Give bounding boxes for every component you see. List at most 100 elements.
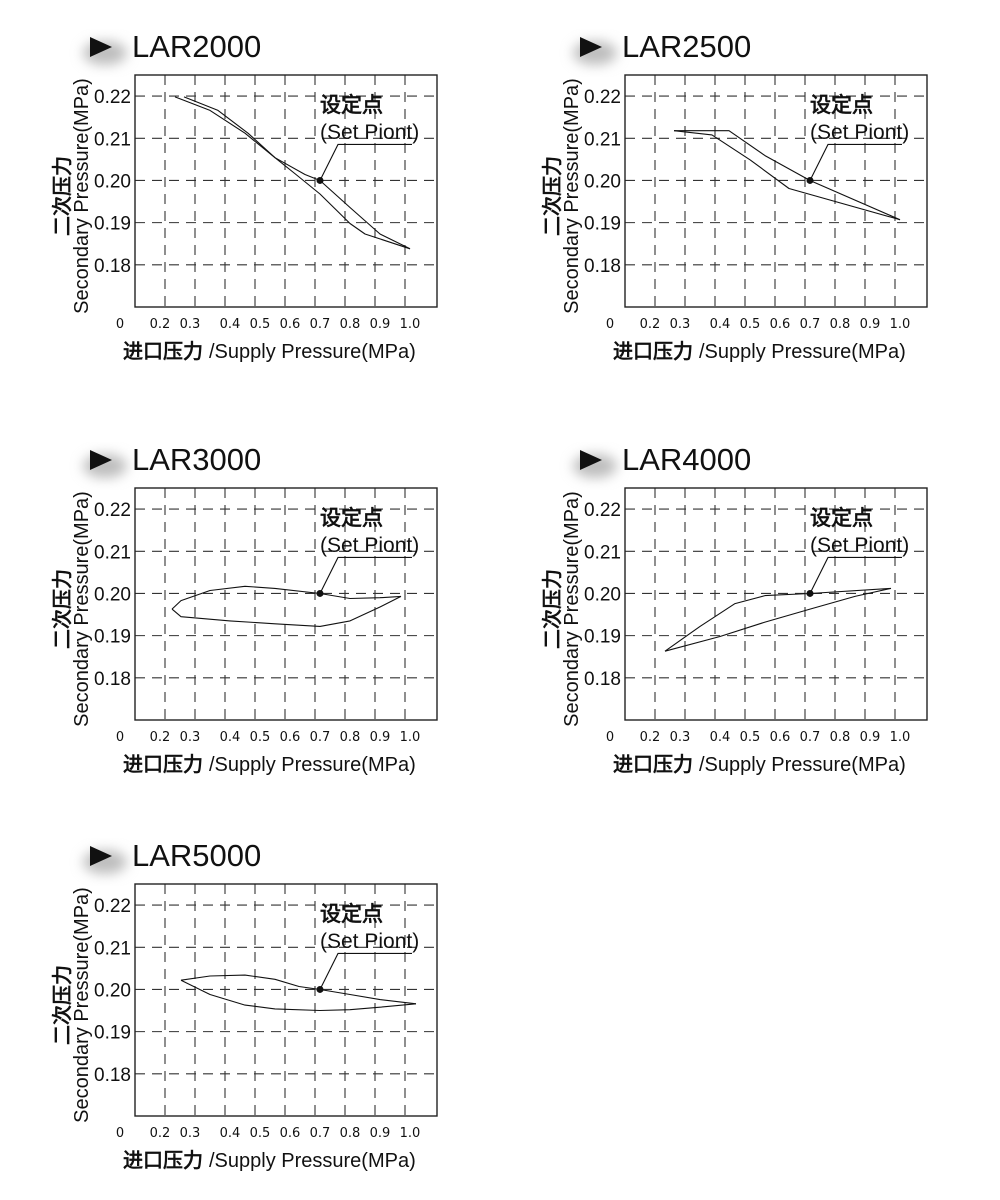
x-tick-label: 0.2 [640, 730, 661, 745]
grid [625, 488, 927, 720]
set-point-leader [809, 556, 902, 594]
x-tick-label: 0 [116, 730, 124, 745]
x-tick-label: 0 [606, 730, 614, 745]
y-tick-label: 0.20 [94, 171, 131, 192]
y-tick-label: 0.18 [94, 256, 131, 277]
set-point-label-en: (Set Piont) [320, 930, 419, 953]
x-tick-label: 0.9 [860, 730, 881, 745]
x-tick-label: 0 [116, 1126, 124, 1141]
triangle-right-icon [580, 450, 602, 470]
x-tick-label: 1.0 [890, 730, 911, 745]
y-tick-label: 0.19 [94, 1023, 131, 1044]
y-axis-label-en: Secondary Pressure(MPa) [71, 491, 93, 727]
x-axis-label-cn: 进口压力 [123, 752, 203, 776]
series-line-2 [664, 587, 892, 652]
grid [135, 884, 437, 1116]
series-line-2 [183, 96, 411, 250]
set-point-label-en: (Set Piont) [320, 534, 419, 557]
y-axis-label-en: Secondary Pressure(MPa) [71, 887, 93, 1123]
y-tick-label: 0.19 [94, 627, 131, 648]
x-axis-title: 进口压力/Supply Pressure(MPa) [123, 1148, 416, 1172]
x-tick-label: 0.4 [710, 730, 731, 745]
x-axis-label-en: /Supply Pressure(MPa) [209, 1150, 416, 1172]
set-point-marker [806, 589, 814, 597]
y-axis-label-cn: 二次压力 [50, 569, 74, 649]
x-tick-label: 0.8 [340, 730, 361, 745]
chart-title: LAR3000 [132, 442, 261, 477]
set-point-label-cn: 设定点 [320, 506, 383, 530]
x-tick-label: 0.4 [710, 317, 731, 332]
x-axis-label-en: /Supply Pressure(MPa) [209, 754, 416, 776]
x-tick-label: 0.8 [340, 1126, 361, 1141]
x-tick-label: 0.6 [770, 317, 791, 332]
x-axis-label-cn: 进口压力 [123, 1148, 203, 1172]
x-tick-label: 0.2 [640, 317, 661, 332]
x-tick-label: 0.9 [370, 1126, 391, 1141]
series-line-2 [673, 130, 901, 221]
x-axis-title: 进口压力/Supply Pressure(MPa) [123, 339, 416, 363]
y-tick-label: 0.19 [584, 214, 621, 235]
x-tick-label: 0.2 [150, 730, 171, 745]
x-tick-label: 0.5 [740, 730, 761, 745]
chart-panel-5: LAR5000 0.22 0.21 0.20 0.19 0.18 0 0.2 0.3 0.4 0.5… [50, 838, 438, 1172]
chart-title: LAR4000 [622, 442, 751, 477]
x-tick-label: 0.7 [800, 730, 821, 745]
y-tick-label: 0.20 [94, 980, 131, 1001]
x-tick-label: 0.9 [370, 730, 391, 745]
x-tick-label: 0.8 [340, 317, 361, 332]
x-axis-label-en: /Supply Pressure(MPa) [209, 341, 416, 363]
x-tick-label: 0.5 [250, 730, 271, 745]
y-axis-label-cn: 二次压力 [50, 965, 74, 1045]
x-tick-label: 0.5 [740, 317, 761, 332]
x-tick-label: 0.7 [310, 730, 331, 745]
set-point-leader [319, 143, 412, 181]
x-axis-title: 进口压力/Supply Pressure(MPa) [613, 339, 906, 363]
y-tick-label: 0.22 [584, 500, 621, 521]
y-tick-label: 0.18 [584, 256, 621, 277]
chart-title: LAR5000 [132, 838, 261, 873]
x-tick-label: 0.4 [220, 317, 241, 332]
plot-frame [134, 487, 438, 721]
set-point-marker [316, 176, 324, 184]
x-axis-label-en: /Supply Pressure(MPa) [699, 341, 906, 363]
x-tick-label: 0.7 [800, 317, 821, 332]
set-point-marker [316, 985, 324, 993]
x-tick-label: 0.6 [280, 1126, 301, 1141]
x-tick-label: 0.2 [150, 1126, 171, 1141]
series-line-1 [171, 585, 402, 610]
plot-frame [134, 883, 438, 1117]
x-tick-label: 0.5 [250, 317, 271, 332]
x-tick-label: 1.0 [400, 730, 421, 745]
set-point-label-en: (Set Piont) [320, 121, 419, 144]
y-tick-label: 0.22 [94, 896, 131, 917]
x-axis-label-cn: 进口压力 [123, 339, 203, 363]
y-axis-label-en: Secondary Pressure(MPa) [71, 78, 93, 314]
y-tick-label: 0.21 [94, 938, 131, 959]
y-tick-label: 0.19 [94, 214, 131, 235]
x-tick-label: 0.3 [180, 317, 201, 332]
x-tick-label: 0.6 [280, 730, 301, 745]
x-axis-label-cn: 进口压力 [613, 752, 693, 776]
x-tick-label: 0.6 [280, 317, 301, 332]
x-tick-label: 0.3 [180, 730, 201, 745]
chart-panel-4: LAR4000 0.22 0.21 0.20 0.19 0.18 0 0.2 0.3 0.4 0.5… [540, 442, 928, 776]
series-line-2 [180, 979, 417, 1012]
x-axis-title: 进口压力/Supply Pressure(MPa) [123, 752, 416, 776]
x-tick-label: 0.2 [150, 317, 171, 332]
chart-panel-3: LAR3000 0.22 0.21 0.20 0.19 0.18 0 0.2 0.3 0.4 0.5… [50, 442, 438, 776]
y-tick-label: 0.21 [584, 129, 621, 150]
series-line-1 [174, 96, 411, 250]
set-point-label-en: (Set Piont) [810, 121, 909, 144]
x-tick-label: 0.7 [310, 1126, 331, 1141]
x-tick-label: 1.0 [890, 317, 911, 332]
plot-frame [134, 74, 438, 308]
chart-title: LAR2000 [132, 29, 261, 64]
grid [135, 75, 437, 307]
triangle-right-icon [90, 450, 112, 470]
grid [625, 75, 927, 307]
